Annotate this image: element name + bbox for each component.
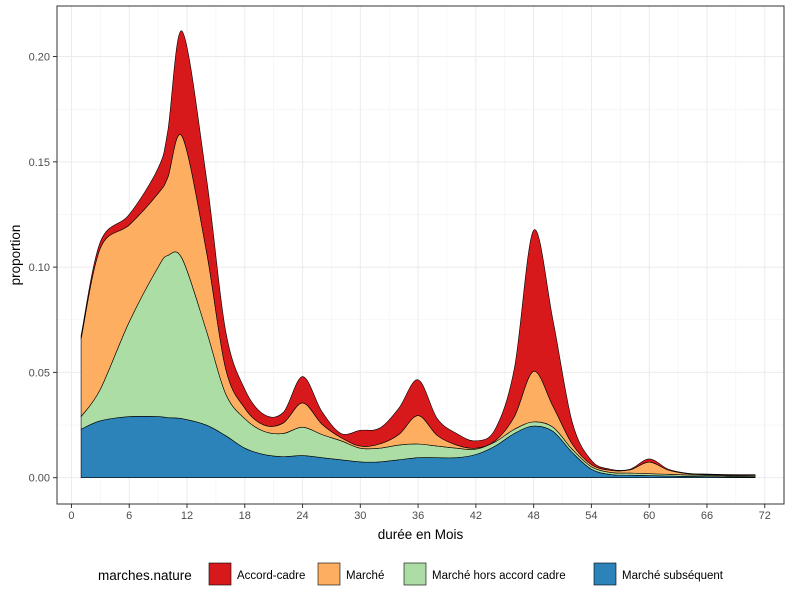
x-tick-label: 42 xyxy=(470,510,482,522)
legend: marches.nature Accord-cadre Marché Marché … xyxy=(98,562,724,586)
x-tick-label: 36 xyxy=(412,510,424,522)
legend-key-marche-hors-accord-cadre xyxy=(403,562,427,586)
legend-key-marche xyxy=(317,562,341,586)
x-tick-label: 60 xyxy=(643,510,655,522)
x-tick-label: 12 xyxy=(181,510,193,522)
x-tick-label: 54 xyxy=(585,510,597,522)
x-tick-label: 72 xyxy=(759,510,771,522)
legend-title: marches.nature xyxy=(98,568,192,583)
x-tick-label: 48 xyxy=(528,510,540,522)
y-axis-title: proportion xyxy=(8,225,23,286)
legend-label-marche-subsequent: Marché subséquent xyxy=(622,570,724,582)
legend-key-marche-subsequent xyxy=(593,562,617,586)
x-tick-label: 0 xyxy=(68,510,74,522)
legend-label-accord-cadre: Accord-cadre xyxy=(237,570,305,582)
y-axis: 0.00 0.05 0.10 0.15 0.20 xyxy=(29,52,57,485)
x-axis: 0 6 12 18 24 30 36 42 48 54 60 66 72 xyxy=(68,504,771,522)
legend-key-accord-cadre xyxy=(208,562,232,586)
legend-label-marche-hors-accord-cadre: Marché hors accord cadre xyxy=(432,570,566,582)
legend-label-marche: Marché xyxy=(346,570,384,582)
x-tick-label: 24 xyxy=(296,510,308,522)
y-tick-label: 0.15 xyxy=(29,157,50,169)
area-accord-cadre xyxy=(80,30,756,476)
x-tick-label: 30 xyxy=(354,510,366,522)
x-axis-title: durée en Mois xyxy=(378,527,464,542)
y-tick-label: 0.00 xyxy=(29,473,50,485)
x-tick-label: 18 xyxy=(239,510,251,522)
y-tick-label: 0.05 xyxy=(29,367,50,379)
plot-panel-border xyxy=(56,5,785,505)
x-tick-label: 66 xyxy=(701,510,713,522)
x-tick-label: 6 xyxy=(126,510,132,522)
stacked-areas xyxy=(80,30,756,478)
y-tick-label: 0.20 xyxy=(29,52,50,64)
y-tick-label: 0.10 xyxy=(29,262,50,274)
